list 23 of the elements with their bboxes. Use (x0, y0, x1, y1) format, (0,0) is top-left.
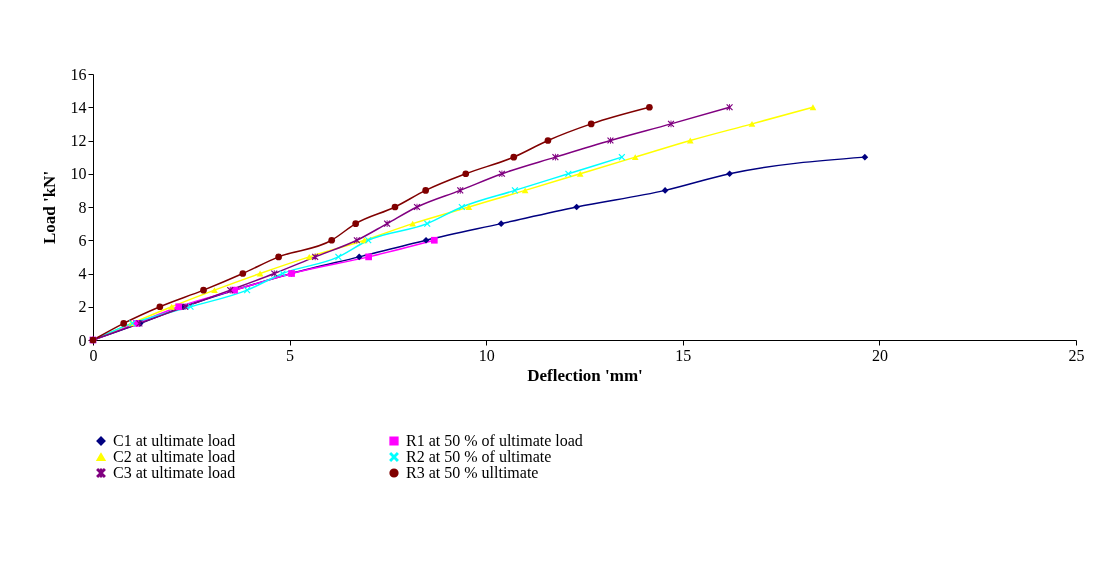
y-tick-label: 12 (70, 132, 87, 149)
legend-label: C2 at ultimate load (113, 448, 236, 465)
y-tick-label: 8 (78, 198, 87, 216)
legend-label: R3 at 50 % ulltimate (406, 464, 539, 481)
legend-label: R2 at 50 % of ultimate (406, 448, 552, 465)
y-tick-label: 0 (78, 331, 87, 349)
legend-label: R1 at 50 % of ultimate load (406, 432, 583, 449)
y-tick-label: 4 (78, 265, 87, 282)
legend-label: C3 at ultimate load (113, 464, 236, 481)
x-tick-label: 10 (478, 346, 495, 364)
y-tick-label: 2 (78, 298, 87, 316)
x-tick-label: 15 (675, 346, 692, 364)
y-tick-label: 16 (70, 65, 87, 83)
x-tick-label: 0 (89, 346, 98, 364)
y-tick-label: 6 (78, 231, 87, 249)
x-axis-title: Deflection 'mm' (527, 365, 643, 385)
y-tick-label: 10 (70, 165, 87, 183)
x-tick-label: 20 (871, 346, 888, 364)
x-tick-label: 5 (286, 346, 295, 364)
legend-label: C1 at ultimate load (113, 432, 236, 449)
y-tick-label: 14 (70, 98, 87, 116)
x-tick-label: 25 (1068, 346, 1085, 364)
y-axis-title: Load 'kN' (39, 170, 59, 245)
